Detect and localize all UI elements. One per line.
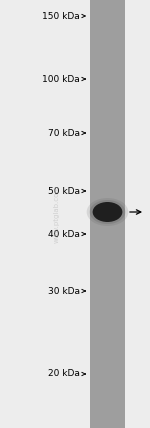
Ellipse shape	[90, 200, 125, 224]
Text: 100 kDa: 100 kDa	[42, 74, 80, 83]
Text: 70 kDa: 70 kDa	[48, 128, 80, 137]
Text: www.ptglab.com: www.ptglab.com	[54, 185, 60, 243]
Text: 150 kDa: 150 kDa	[42, 12, 80, 21]
Bar	[90, 0, 125, 428]
Ellipse shape	[87, 198, 128, 226]
Text: 20 kDa: 20 kDa	[48, 369, 80, 378]
Text: 30 kDa: 30 kDa	[48, 286, 80, 295]
Text: 50 kDa: 50 kDa	[48, 187, 80, 196]
Ellipse shape	[93, 202, 122, 222]
Text: 40 kDa: 40 kDa	[48, 229, 80, 238]
